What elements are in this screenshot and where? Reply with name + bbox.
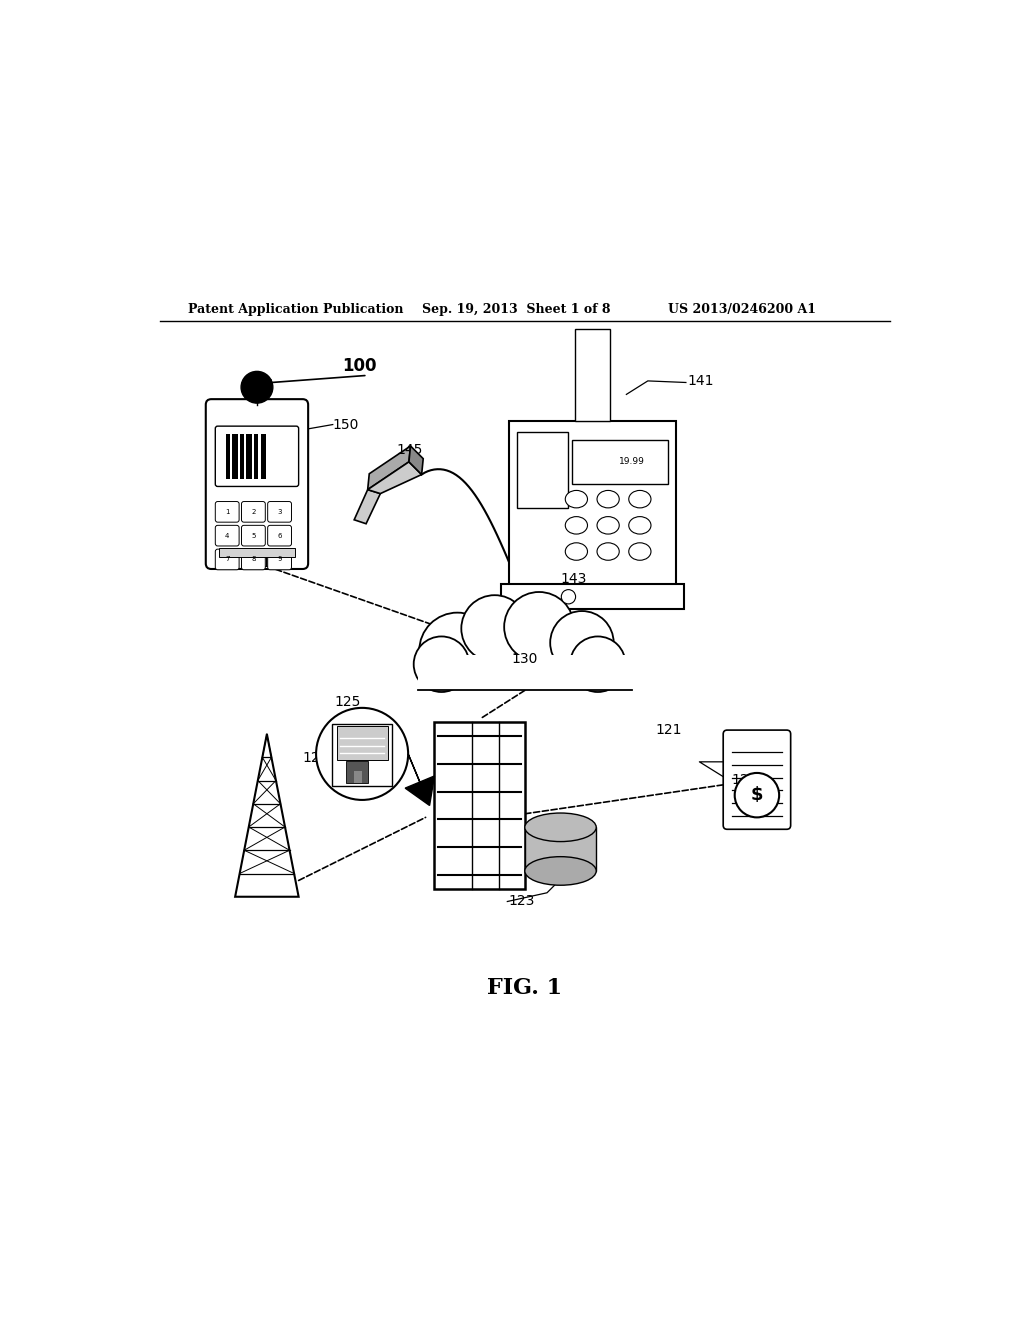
FancyBboxPatch shape — [242, 502, 265, 523]
Text: 4: 4 — [225, 533, 229, 539]
Bar — [433, 722, 524, 888]
Ellipse shape — [565, 491, 588, 508]
Bar — [332, 723, 392, 785]
Circle shape — [241, 371, 272, 403]
Text: 120: 120 — [303, 751, 329, 764]
Ellipse shape — [565, 543, 588, 560]
Text: 123: 123 — [509, 894, 536, 908]
Bar — [517, 433, 568, 508]
Circle shape — [734, 774, 779, 817]
Polygon shape — [368, 446, 411, 490]
FancyBboxPatch shape — [242, 549, 265, 570]
Bar — [232, 434, 238, 479]
Ellipse shape — [629, 491, 651, 508]
FancyBboxPatch shape — [267, 525, 292, 546]
Bar — [246, 434, 252, 479]
Text: 8: 8 — [251, 557, 256, 562]
FancyBboxPatch shape — [206, 399, 308, 569]
Bar — [354, 771, 362, 783]
Text: 2: 2 — [251, 508, 256, 515]
Text: 130: 130 — [512, 652, 538, 665]
Ellipse shape — [597, 491, 620, 508]
Text: 143: 143 — [560, 573, 587, 586]
Bar — [260, 434, 266, 479]
Text: 129: 129 — [731, 774, 758, 787]
Circle shape — [550, 611, 613, 675]
Bar — [524, 828, 596, 871]
Ellipse shape — [525, 813, 596, 842]
FancyBboxPatch shape — [267, 502, 292, 523]
Polygon shape — [236, 734, 299, 896]
Text: 19.99: 19.99 — [618, 457, 645, 466]
FancyBboxPatch shape — [215, 426, 299, 487]
Bar — [225, 434, 229, 479]
Polygon shape — [409, 446, 423, 475]
Text: 150: 150 — [333, 417, 359, 432]
Circle shape — [316, 708, 409, 800]
Polygon shape — [354, 490, 380, 524]
Circle shape — [570, 636, 626, 692]
Ellipse shape — [597, 516, 620, 535]
Text: Sep. 19, 2013  Sheet 1 of 8: Sep. 19, 2013 Sheet 1 of 8 — [422, 304, 610, 315]
Circle shape — [461, 595, 528, 661]
FancyBboxPatch shape — [723, 730, 791, 829]
Bar — [418, 655, 632, 690]
Text: 9: 9 — [278, 557, 282, 562]
Text: 6: 6 — [278, 533, 282, 539]
Text: $: $ — [751, 787, 763, 804]
FancyBboxPatch shape — [215, 525, 239, 546]
Bar — [501, 583, 684, 610]
Bar — [219, 548, 295, 557]
Circle shape — [504, 591, 574, 661]
Text: 101: 101 — [261, 556, 288, 570]
Text: Patent Application Publication: Patent Application Publication — [187, 304, 403, 315]
Circle shape — [419, 612, 496, 689]
Ellipse shape — [525, 857, 596, 886]
Text: 5: 5 — [251, 533, 256, 539]
FancyArrow shape — [406, 754, 434, 805]
Circle shape — [414, 636, 469, 692]
Ellipse shape — [629, 516, 651, 535]
Text: 100: 100 — [342, 358, 377, 375]
Ellipse shape — [629, 543, 651, 560]
Text: 145: 145 — [396, 444, 423, 457]
Bar — [574, 329, 609, 421]
Text: FIG. 1: FIG. 1 — [487, 977, 562, 999]
Polygon shape — [368, 462, 422, 494]
Text: 1: 1 — [225, 508, 229, 515]
Bar — [337, 726, 387, 759]
Text: 121: 121 — [655, 723, 682, 737]
Ellipse shape — [597, 543, 620, 560]
Text: 125: 125 — [334, 696, 360, 709]
Text: 141: 141 — [687, 374, 714, 388]
Bar — [254, 434, 258, 479]
Bar — [572, 441, 668, 484]
FancyBboxPatch shape — [215, 549, 239, 570]
Text: 7: 7 — [225, 557, 229, 562]
Bar — [346, 760, 369, 783]
Text: 3: 3 — [278, 508, 282, 515]
FancyBboxPatch shape — [267, 549, 292, 570]
FancyBboxPatch shape — [242, 525, 265, 546]
FancyBboxPatch shape — [215, 502, 239, 523]
Ellipse shape — [565, 516, 588, 535]
Text: US 2013/0246200 A1: US 2013/0246200 A1 — [668, 304, 816, 315]
Bar — [509, 421, 676, 587]
Bar — [240, 434, 244, 479]
Circle shape — [561, 590, 575, 605]
